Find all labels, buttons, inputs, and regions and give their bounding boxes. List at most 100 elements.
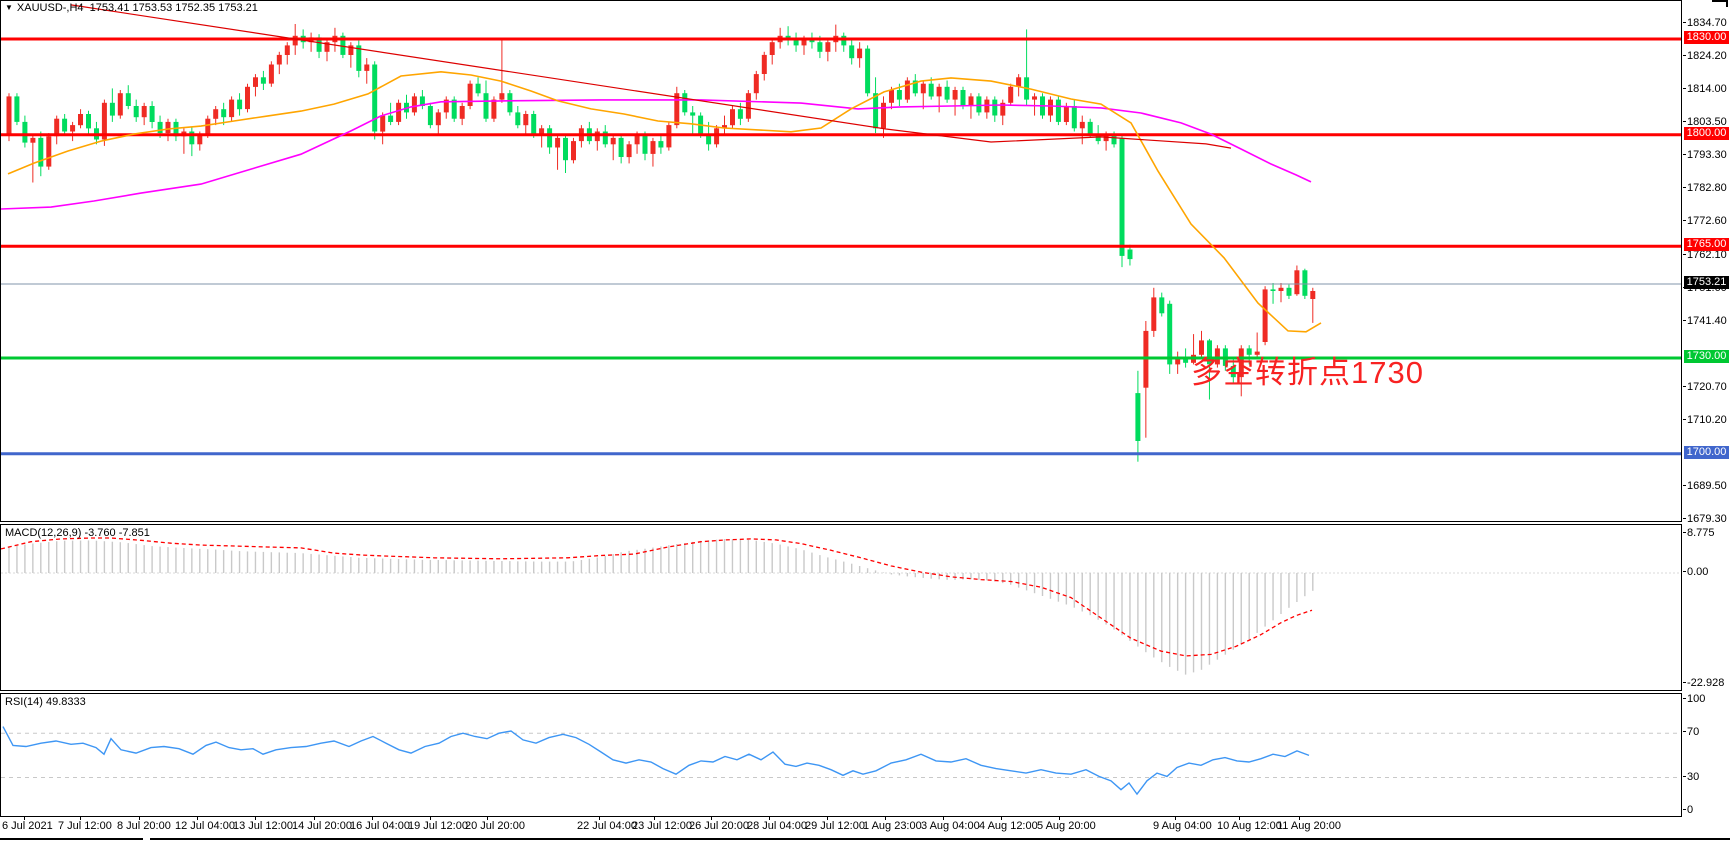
candle-body: [920, 83, 926, 94]
candle-body: [1055, 99, 1061, 122]
candle-body: [6, 96, 12, 136]
candle-body: [515, 112, 521, 126]
candle-body: [976, 96, 982, 113]
candle-body: [722, 125, 727, 129]
candle-body: [753, 74, 759, 94]
candle-body: [1286, 287, 1292, 296]
rsi-panel: RSI(14) 49.8333: [0, 693, 1682, 817]
candle-body: [642, 134, 648, 154]
candle-body: [730, 109, 735, 126]
candle-body: [865, 48, 871, 94]
candle-body: [928, 83, 934, 97]
price-level-tag: 1700.00: [1684, 446, 1729, 459]
candle-body: [968, 96, 974, 106]
candle-body: [419, 96, 425, 106]
main-price-panel: ▼ XAUUSD-,H4 1753.41 1753.53 1752.35 1753…: [0, 0, 1682, 522]
candle-body: [785, 35, 791, 39]
candle-body: [539, 128, 545, 135]
time-axis-tick: [711, 817, 712, 820]
candle-body: [268, 64, 274, 84]
candle-body: [682, 93, 688, 113]
candle-body: [197, 134, 203, 145]
candle-body: [149, 106, 155, 122]
candle-body: [1175, 358, 1181, 365]
candle-body: [1159, 297, 1165, 314]
candle-body: [745, 93, 751, 119]
candle-body: [1119, 137, 1125, 256]
time-axis-label: 20 Jul 20:00: [465, 820, 525, 832]
candle-body: [960, 90, 966, 106]
candle-body: [141, 106, 147, 118]
bottom-window-edge: [150, 838, 1730, 840]
time-axis-label: 14 Jul 20:00: [292, 820, 352, 832]
chart-corner-mark: [1712, 0, 1728, 7]
candle-body: [1167, 303, 1173, 365]
candle-body: [809, 39, 815, 43]
time-axis-tick: [943, 817, 944, 820]
time-axis-label: 10 Aug 12:00: [1217, 820, 1282, 832]
time-axis-label: 19 Jul 12:00: [408, 820, 468, 832]
candle-body: [157, 121, 163, 134]
candle-body: [133, 106, 139, 118]
time-axis-tick: [1299, 817, 1300, 820]
macd-chart-canvas[interactable]: [1, 525, 1681, 690]
candle-body: [992, 99, 998, 116]
macd-axis-label: 0.00: [1682, 566, 1709, 578]
candle-body: [618, 137, 624, 157]
candle-body: [78, 114, 83, 126]
candle-body: [22, 121, 28, 143]
price-level-tag: 1765.00: [1684, 238, 1729, 251]
candle-body: [944, 86, 950, 100]
time-axis-label: 7 Jul 12:00: [58, 820, 112, 832]
candle-body: [475, 83, 481, 94]
candle-body: [889, 90, 894, 103]
candle-body: [30, 137, 36, 143]
time-axis-tick: [769, 817, 770, 820]
candle-body: [38, 137, 44, 167]
rsi-axis-label: 0: [1682, 804, 1694, 816]
candle-body: [499, 93, 505, 100]
candle-body: [459, 106, 465, 119]
time-axis-tick: [487, 817, 488, 820]
candle-body: [936, 86, 942, 97]
time-axis[interactable]: 6 Jul 2021 7 Jul 12:00 8 Jul 20:00 12 Jul 0…: [0, 817, 1684, 833]
ohlc-readout: 1753.41 1753.53 1752.35 1753.21: [89, 2, 258, 14]
candle-body: [1302, 270, 1308, 296]
candle-body: [690, 112, 696, 116]
candle-body: [896, 90, 902, 100]
candle-body: [54, 118, 60, 137]
time-axis-tick: [314, 817, 315, 820]
candle-body: [825, 42, 831, 52]
macd-signal-line: [1, 537, 1313, 657]
candle-body: [1087, 121, 1093, 135]
candle-body: [427, 106, 433, 126]
candle-body: [1207, 340, 1212, 365]
time-axis-tick: [654, 817, 655, 820]
candle-body: [714, 128, 720, 145]
candle-body: [706, 134, 712, 145]
time-axis-label: 4 Aug 12:00: [979, 820, 1038, 832]
candle-body: [904, 80, 910, 100]
descending-trendline[interactable]: [70, 4, 1232, 149]
candle-body: [737, 109, 743, 119]
candle-body: [364, 64, 370, 71]
candle-body: [1048, 99, 1053, 116]
price-axis-label: 1689.50: [1683, 480, 1727, 492]
candle-body: [571, 141, 576, 161]
time-axis-label: 23 Jul 12:00: [632, 820, 692, 832]
rsi-chart-canvas[interactable]: [1, 694, 1681, 816]
candle-body: [260, 77, 266, 84]
time-axis-label: 29 Jul 12:00: [805, 820, 865, 832]
rsi-axis-label: 100: [1682, 693, 1706, 705]
symbol-dropdown-icon[interactable]: ▼: [5, 3, 13, 12]
candle-body: [952, 90, 958, 100]
candle-body: [1016, 77, 1022, 87]
candle-body: [610, 137, 616, 145]
candle-body: [372, 64, 378, 132]
price-axis[interactable]: 1834.70 1824.20 1814.00 1803.50 1793.30 1782.…: [1682, 0, 1730, 841]
price-chart-canvas[interactable]: [1, 1, 1681, 521]
candle-body: [14, 96, 20, 122]
candle-body: [435, 112, 441, 126]
candle-body: [253, 77, 258, 87]
